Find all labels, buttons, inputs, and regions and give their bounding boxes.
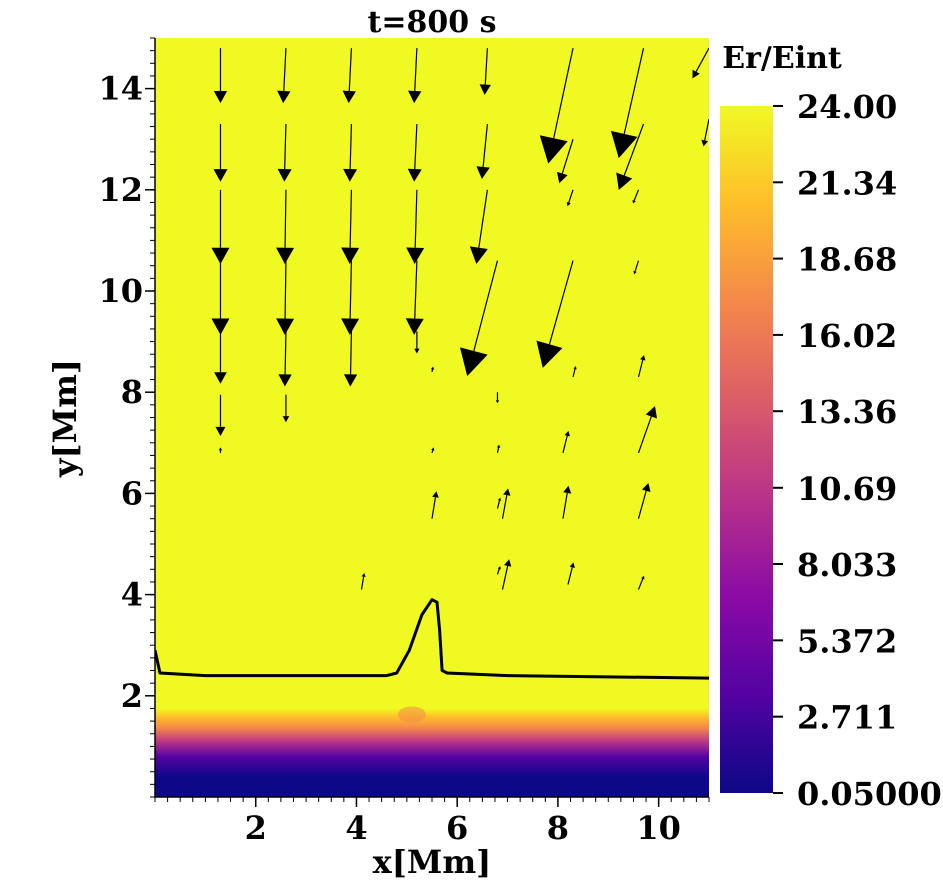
colorbar-tick-label: 0.05000 — [797, 775, 942, 813]
colorbar-ticks: 24.00 21.34 18.68 16.02 13.36 10.69 8.033 5.372… — [773, 88, 942, 813]
vector-arrow — [414, 331, 420, 354]
x-tick-label: 6 — [446, 809, 468, 847]
plot-area — [155, 38, 709, 797]
x-tick-label: 10 — [636, 809, 681, 847]
vector-arrow — [539, 47, 574, 164]
vector-arrow — [341, 189, 360, 265]
vector-arrow — [566, 189, 574, 207]
vector-arrow — [469, 189, 488, 265]
vector-arrow — [567, 562, 575, 585]
y-tick-label: 10 — [98, 272, 143, 310]
colorbar-tick-label: 5.372 — [797, 622, 897, 660]
chart-title: t=800 s — [368, 5, 497, 40]
vector-arrow — [341, 260, 360, 335]
vector-arrow — [211, 189, 230, 265]
vector-arrow — [407, 123, 422, 182]
vector-arrow — [215, 394, 226, 436]
heatmap-field — [155, 706, 709, 797]
vector-arrow — [430, 366, 435, 373]
vector-arrow — [479, 48, 491, 95]
heatmap-transition-band — [155, 708, 709, 797]
vector-arrow — [632, 189, 640, 204]
y-tick-label: 2 — [121, 677, 143, 715]
vector-arrow — [637, 355, 646, 378]
vector-arrow — [701, 118, 709, 147]
vector-arrow — [692, 47, 709, 79]
vector-arrow — [501, 559, 512, 590]
colorbar-tick-label: 18.68 — [797, 241, 897, 279]
vector-arrow — [282, 394, 290, 423]
vector-arrow — [277, 48, 291, 104]
vector-arrow — [406, 189, 425, 265]
colorbar-tick-label: 24.00 — [797, 88, 897, 126]
vector-arrow — [214, 331, 227, 384]
x-tick-label: 2 — [245, 809, 267, 847]
x-tick-label: 4 — [345, 809, 367, 847]
heatmap-bump — [397, 706, 426, 723]
y-tick-label: 12 — [98, 171, 143, 209]
axes: 2 4 6 8 10 2 4 6 8 10 12 14 — [98, 37, 710, 847]
vector-arrow — [459, 260, 499, 377]
vector-arrow — [572, 366, 577, 378]
vector-arrow — [343, 331, 358, 387]
vector-arrow — [562, 430, 570, 454]
y-tick-label: 6 — [121, 474, 143, 512]
colorbar-tick-label: 10.69 — [797, 470, 897, 508]
colorbar-tick-label: 21.34 — [797, 164, 897, 202]
y-tick-label: 4 — [121, 576, 143, 614]
vector-arrow — [536, 260, 574, 368]
vector-arrow — [360, 573, 366, 590]
vector-arrow — [213, 48, 228, 104]
y-axis-label: y[Mm] — [46, 359, 84, 478]
vector-layer — [211, 47, 709, 590]
vector-arrow — [405, 260, 424, 335]
vector-arrow — [637, 482, 651, 519]
vector-arrow — [556, 139, 574, 184]
vector-arrow — [616, 123, 645, 191]
vector-arrow — [633, 260, 640, 275]
vector-arrow — [501, 488, 511, 519]
vector-arrow — [496, 566, 501, 575]
vector-arrow — [211, 260, 230, 335]
vector-arrow — [342, 48, 356, 104]
colorbar-tick-label: 13.36 — [797, 393, 897, 431]
colorbar-label: Er/Eint — [722, 41, 842, 76]
vector-arrow — [278, 331, 292, 387]
vector-arrow — [276, 189, 295, 265]
vector-arrow — [408, 48, 422, 104]
vector-arrow — [276, 260, 295, 335]
colorbar — [720, 106, 773, 793]
vector-arrow — [496, 497, 502, 509]
vector-arrow — [431, 447, 435, 454]
vector-arrow — [218, 447, 223, 453]
vector-arrow — [562, 485, 572, 519]
y-tick-label: 8 — [121, 373, 143, 411]
y-tick-label: 14 — [98, 70, 143, 108]
vector-arrow — [496, 444, 501, 454]
vector-arrow — [476, 123, 490, 180]
vector-arrow — [495, 392, 500, 404]
x-tick-label: 8 — [547, 809, 569, 847]
vector-arrow — [213, 124, 228, 182]
vector-arrow — [277, 124, 292, 182]
vector-arrow — [637, 575, 645, 590]
contour-line — [155, 598, 709, 680]
contour-layer — [155, 598, 709, 680]
colorbar-tick-label: 2.711 — [797, 699, 897, 737]
colorbar-tick-label: 8.033 — [797, 546, 897, 584]
x-axis-label: x[Mm] — [373, 843, 492, 881]
vector-arrow — [343, 124, 358, 182]
colorbar-tick-label: 16.02 — [797, 317, 897, 355]
vector-arrow — [610, 47, 645, 159]
vector-arrow — [431, 491, 439, 519]
vector-arrow — [637, 406, 658, 454]
